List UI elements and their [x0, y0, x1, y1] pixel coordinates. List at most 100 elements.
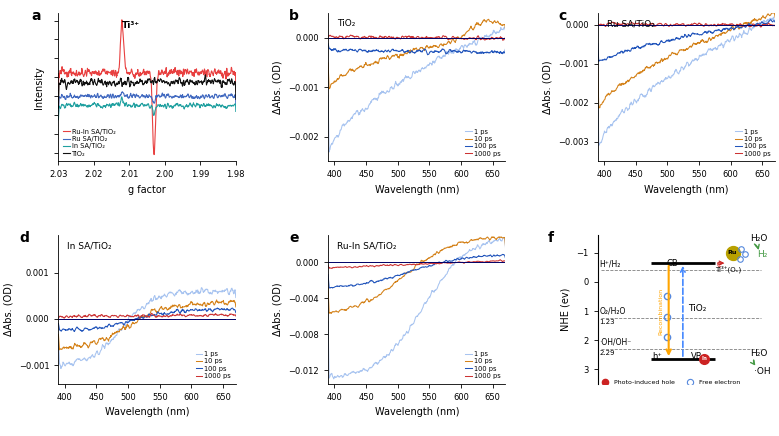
Text: In SA/TiO₂: In SA/TiO₂ [67, 242, 112, 250]
1 ps [408, 70, 418, 75]
100 ps [497, 50, 506, 55]
10 ps [212, 297, 221, 303]
1000 ps [429, 36, 439, 41]
Text: ·OH: ·OH [754, 367, 770, 375]
Text: Photo-induced hole: Photo-induced hole [614, 380, 675, 385]
1000 ps [54, 316, 63, 321]
1000 ps [501, 36, 510, 41]
1 ps [499, 235, 509, 240]
10 ps [323, 60, 333, 65]
10 ps [409, 46, 418, 51]
100 ps [469, 48, 478, 54]
Text: c: c [559, 9, 567, 23]
10 ps [689, 41, 699, 46]
1000 ps [469, 259, 478, 264]
Line: 1000 ps: 1000 ps [58, 313, 236, 318]
100 ps [738, 24, 748, 29]
Ru SA/TiO₂ [172, 94, 182, 99]
X-axis label: g factor: g factor [129, 185, 166, 195]
1 ps [56, 366, 65, 371]
10 ps [139, 315, 148, 320]
Text: TiO₂: TiO₂ [688, 304, 707, 313]
10 ps [469, 237, 478, 242]
1000 ps [420, 261, 429, 266]
100 ps [689, 31, 699, 37]
1 ps [594, 143, 604, 148]
1 ps [139, 307, 149, 312]
10 ps [501, 26, 510, 31]
Text: f: f [548, 231, 554, 245]
1 ps [409, 321, 418, 326]
10 ps [594, 106, 604, 111]
1 ps [409, 69, 418, 74]
Text: Ru-In SA/TiO₂: Ru-In SA/TiO₂ [337, 242, 397, 250]
1000 ps [756, 24, 765, 30]
Text: a: a [32, 9, 41, 23]
10 ps [429, 252, 439, 257]
Ru SA/TiO₂ [100, 95, 109, 100]
Text: CB: CB [666, 259, 678, 268]
TiO₂ [172, 79, 182, 84]
1000 ps [497, 35, 506, 40]
Line: 100 ps: 100 ps [328, 44, 506, 55]
Ru-In SA/TiO₂ [150, 152, 159, 157]
10 ps [488, 234, 497, 239]
1000 ps [409, 35, 418, 41]
In SA/TiO₂ [231, 109, 241, 114]
1000 ps [139, 313, 149, 318]
Line: 100 ps: 100 ps [58, 308, 236, 331]
1 ps [160, 291, 169, 296]
1 ps [420, 66, 429, 71]
Line: 1 ps: 1 ps [328, 27, 506, 152]
1 ps [469, 39, 478, 44]
Y-axis label: NHE (ev): NHE (ev) [561, 288, 571, 331]
In SA/TiO₂ [159, 103, 168, 109]
Line: 1000 ps: 1000 ps [328, 260, 506, 269]
Ru-In SA/TiO₂ [173, 71, 182, 76]
Ru-In SA/TiO₂ [134, 72, 143, 77]
Text: 2.29: 2.29 [600, 350, 615, 356]
Line: 1000 ps: 1000 ps [328, 35, 506, 40]
Line: 10 ps: 10 ps [328, 19, 506, 89]
100 ps [139, 315, 149, 320]
1 ps [197, 285, 206, 290]
10 ps [770, 15, 779, 20]
1 ps [499, 24, 509, 30]
Text: TiO₂: TiO₂ [337, 19, 355, 28]
Line: 1000 ps: 1000 ps [597, 22, 775, 27]
Line: 1 ps: 1 ps [328, 238, 506, 379]
1 ps [770, 19, 779, 24]
Line: 1 ps: 1 ps [597, 17, 775, 146]
X-axis label: Wavelength (nm): Wavelength (nm) [375, 407, 459, 417]
In SA/TiO₂ [188, 105, 197, 110]
10 ps [55, 347, 64, 352]
Text: Ru SA/TiO₂: Ru SA/TiO₂ [607, 19, 654, 28]
Ru SA/TiO₂ [231, 102, 241, 107]
Ru-In SA/TiO₂ [117, 17, 126, 22]
10 ps [409, 267, 418, 272]
1000 ps [199, 312, 209, 317]
1 ps [738, 31, 748, 36]
Y-axis label: Intensity: Intensity [33, 66, 44, 109]
1000 ps [767, 22, 776, 27]
Line: 10 ps: 10 ps [58, 300, 236, 350]
100 ps [501, 255, 510, 261]
1000 ps [498, 37, 507, 43]
1000 ps [323, 35, 333, 40]
1000 ps [408, 35, 418, 40]
Text: Ti³⁺: Ti³⁺ [122, 21, 140, 30]
10 ps [429, 43, 439, 48]
100 ps [139, 316, 148, 321]
Text: e: e [289, 231, 298, 245]
Text: 1.23: 1.23 [600, 319, 615, 325]
1 ps [323, 319, 333, 324]
TiO₂ [134, 81, 143, 86]
TiO₂ [158, 78, 167, 84]
10 ps [54, 332, 63, 337]
Line: 10 ps: 10 ps [597, 12, 775, 108]
1 ps [420, 300, 429, 306]
10 ps [227, 299, 237, 304]
1000 ps [608, 20, 618, 25]
100 ps [54, 321, 63, 326]
In SA/TiO₂ [54, 117, 63, 123]
